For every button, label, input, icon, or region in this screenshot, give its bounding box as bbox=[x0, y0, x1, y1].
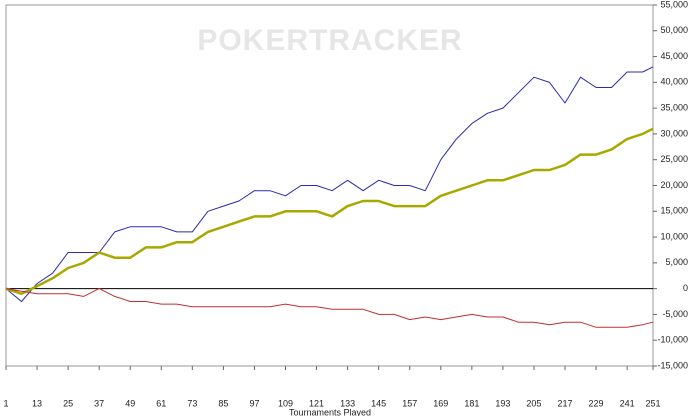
plot-area bbox=[5, 4, 654, 367]
x-tick-label: 85 bbox=[218, 398, 228, 408]
x-tick-label: 121 bbox=[309, 398, 324, 408]
x-tick-label: 205 bbox=[526, 398, 541, 408]
x-tick-label: 193 bbox=[495, 398, 510, 408]
y-tick-label: 10,000 bbox=[660, 231, 688, 241]
y-tick-label: 45,000 bbox=[660, 51, 688, 61]
y-tick-label: 20,000 bbox=[660, 180, 688, 190]
x-tick-label: 133 bbox=[340, 398, 355, 408]
x-tick-label: 229 bbox=[589, 398, 604, 408]
series-line bbox=[5, 288, 654, 328]
x-tick-label: 145 bbox=[371, 398, 386, 408]
y-tick-label: 15,000 bbox=[660, 206, 688, 216]
watermark: POKERTRACKER bbox=[197, 24, 462, 57]
x-tick-label: 97 bbox=[249, 398, 259, 408]
x-tick-label: 217 bbox=[557, 398, 572, 408]
x-tick-label: 241 bbox=[620, 398, 635, 408]
y-tick-label: 0 bbox=[683, 283, 688, 293]
y-tick-label: -15,000 bbox=[657, 360, 688, 370]
x-tick-label: 73 bbox=[187, 398, 197, 408]
y-tick-label: -5,000 bbox=[662, 309, 688, 319]
y-tick-label: 50,000 bbox=[660, 25, 688, 35]
y-tick-label: 35,000 bbox=[660, 103, 688, 113]
y-tick-label: 40,000 bbox=[660, 77, 688, 87]
y-tick-label: 25,000 bbox=[660, 154, 688, 164]
x-tick-label: 13 bbox=[32, 398, 42, 408]
x-tick-label: 169 bbox=[433, 398, 448, 408]
x-tick-label: 25 bbox=[63, 398, 73, 408]
x-tick-label: 251 bbox=[645, 398, 660, 408]
x-axis-label: Tournaments Played bbox=[289, 407, 371, 416]
series-line bbox=[5, 66, 654, 302]
y-tick-label: 55,000 bbox=[660, 0, 688, 9]
series-line bbox=[5, 127, 654, 296]
x-tick-label: 109 bbox=[278, 398, 293, 408]
x-tick-label: 1 bbox=[3, 398, 8, 408]
y-tick-label: 30,000 bbox=[660, 128, 688, 138]
x-tick-label: 157 bbox=[402, 398, 417, 408]
y-tick-label: -10,000 bbox=[657, 335, 688, 345]
x-tick-label: 49 bbox=[125, 398, 135, 408]
y-tick-label: 5,000 bbox=[665, 257, 688, 267]
x-tick-label: 61 bbox=[156, 398, 166, 408]
x-tick-label: 37 bbox=[94, 398, 104, 408]
x-tick-label: 181 bbox=[464, 398, 479, 408]
